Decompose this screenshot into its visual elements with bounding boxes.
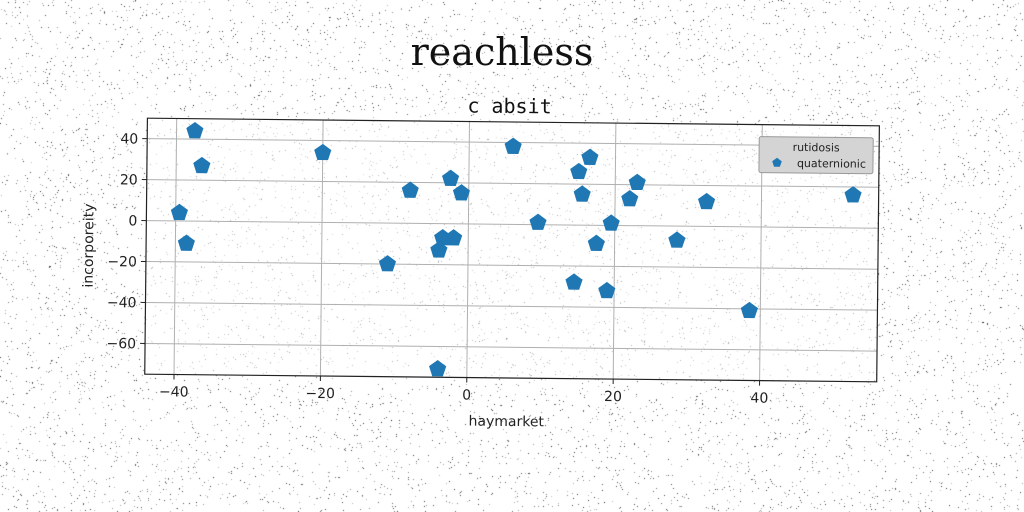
data-point	[401, 181, 419, 198]
y-gridline	[145, 261, 878, 270]
y-gridline	[146, 179, 879, 188]
x-axis-label: haymarket	[468, 414, 544, 431]
data-point	[170, 203, 188, 221]
data-point	[698, 192, 716, 210]
x-gridline	[612, 123, 617, 380]
x-tick-label: −40	[159, 384, 189, 400]
data-point	[587, 234, 605, 252]
data-point	[186, 121, 204, 139]
x-gridline	[466, 121, 470, 378]
figure-suptitle: reachless	[410, 30, 594, 74]
legend-series-label: quaternionic	[797, 157, 866, 171]
data-point	[740, 301, 758, 319]
y-tick-label: −60	[106, 336, 136, 352]
y-tick-label: −40	[107, 295, 137, 311]
tick-marks	[140, 138, 761, 386]
data-point	[581, 148, 599, 165]
y-tick-label: −20	[107, 254, 137, 270]
data-point	[193, 156, 211, 174]
data-point	[668, 231, 686, 248]
x-gridline	[173, 118, 178, 375]
legend-box	[758, 136, 874, 175]
data-point	[452, 184, 470, 201]
data-point	[434, 228, 452, 246]
data-point	[602, 214, 620, 231]
x-gridline	[319, 120, 324, 377]
x-tick-labels: −40 −20 0 20 40	[159, 384, 768, 406]
y-tick-label: 0	[128, 213, 137, 229]
y-tick-label: 20	[120, 172, 138, 188]
data-point	[529, 213, 547, 230]
data-point	[378, 255, 397, 272]
legend: rutidosis quaternionic	[758, 136, 874, 175]
y-tick-labels: −60 −40 −20 0 20 40	[106, 131, 138, 352]
data-point	[445, 229, 463, 246]
data-points	[170, 121, 862, 377]
y-axis-label: incorporeity	[81, 204, 98, 288]
data-point	[314, 143, 332, 161]
x-tick-label: 0	[462, 387, 471, 403]
plot-area	[144, 118, 880, 382]
data-point	[628, 173, 646, 191]
x-tick-label: −20	[305, 386, 335, 402]
data-point	[442, 169, 460, 187]
y-gridline	[145, 342, 878, 352]
chart-rotation-group: −40 −20 0 20 40 −60 −40 −20 0 20 40 c absit hayma…	[81, 94, 880, 431]
data-point	[573, 185, 591, 202]
data-point	[504, 137, 522, 154]
y-gridline	[146, 220, 879, 229]
data-point	[177, 234, 195, 251]
plot-frame	[144, 117, 880, 383]
legend-marker-pentagon-icon	[772, 157, 782, 167]
data-point	[844, 186, 862, 203]
axes-title: c absit	[467, 94, 552, 119]
x-tick-label: 20	[604, 389, 622, 405]
x-tick-label: 40	[750, 391, 768, 407]
data-point	[429, 360, 447, 377]
legend-title: rutidosis	[793, 141, 840, 154]
data-point	[430, 241, 448, 258]
y-tick-label: 40	[120, 131, 138, 147]
data-point	[565, 273, 583, 290]
data-point	[570, 162, 588, 180]
data-point	[621, 190, 639, 207]
data-point	[598, 281, 616, 299]
